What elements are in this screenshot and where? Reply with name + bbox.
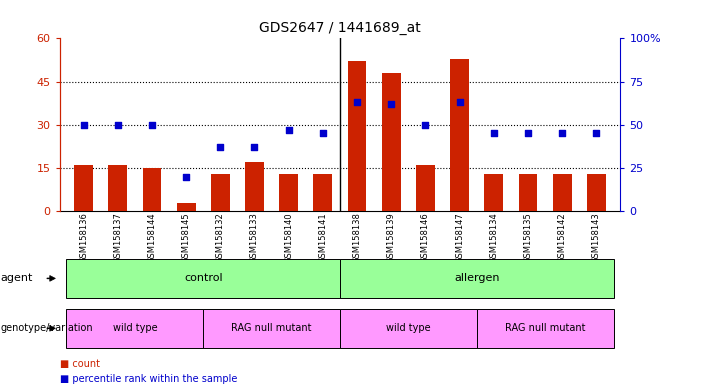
Bar — [109, 165, 127, 211]
Text: agent: agent — [1, 273, 33, 283]
Bar — [416, 165, 435, 211]
Text: allergen: allergen — [454, 273, 500, 283]
Text: wild type: wild type — [386, 323, 430, 333]
Text: RAG null mutant: RAG null mutant — [505, 323, 585, 333]
Bar — [450, 58, 469, 211]
Bar — [553, 174, 571, 211]
Point — [454, 99, 465, 106]
Point — [147, 122, 158, 128]
Text: genotype/variation: genotype/variation — [1, 323, 93, 333]
Bar — [382, 73, 401, 211]
Point — [420, 122, 431, 128]
Point — [180, 174, 191, 180]
Point — [351, 99, 362, 106]
Point — [386, 101, 397, 107]
Bar — [313, 174, 332, 211]
Text: RAG null mutant: RAG null mutant — [231, 323, 312, 333]
Point — [318, 131, 329, 137]
Title: GDS2647 / 1441689_at: GDS2647 / 1441689_at — [259, 21, 421, 35]
Point — [215, 144, 226, 150]
Bar — [519, 174, 538, 211]
Point — [522, 131, 533, 137]
Text: ■ percentile rank within the sample: ■ percentile rank within the sample — [60, 374, 237, 384]
Point — [591, 131, 602, 137]
Text: wild type: wild type — [112, 323, 157, 333]
Point — [249, 144, 260, 150]
Bar — [177, 203, 196, 211]
Point — [78, 122, 89, 128]
Bar — [142, 168, 161, 211]
Point — [112, 122, 123, 128]
Bar — [245, 162, 264, 211]
Bar — [279, 174, 298, 211]
Bar — [348, 61, 367, 211]
Bar — [587, 174, 606, 211]
Point — [557, 131, 568, 137]
Point — [489, 131, 500, 137]
Text: ■ count: ■ count — [60, 359, 100, 369]
Text: control: control — [184, 273, 222, 283]
Bar — [74, 165, 93, 211]
Bar — [484, 174, 503, 211]
Point — [283, 127, 294, 133]
Bar — [211, 174, 230, 211]
